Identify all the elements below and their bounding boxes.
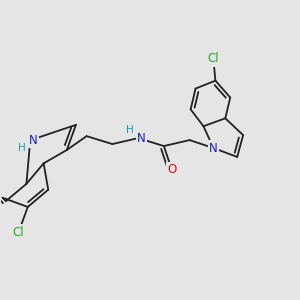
Text: H: H: [18, 143, 26, 153]
Text: H: H: [126, 125, 134, 135]
Text: N: N: [137, 132, 146, 145]
Text: Cl: Cl: [208, 52, 219, 65]
Text: Cl: Cl: [13, 226, 24, 238]
Text: N: N: [209, 142, 218, 154]
Text: O: O: [167, 163, 176, 176]
Text: N: N: [29, 134, 38, 147]
